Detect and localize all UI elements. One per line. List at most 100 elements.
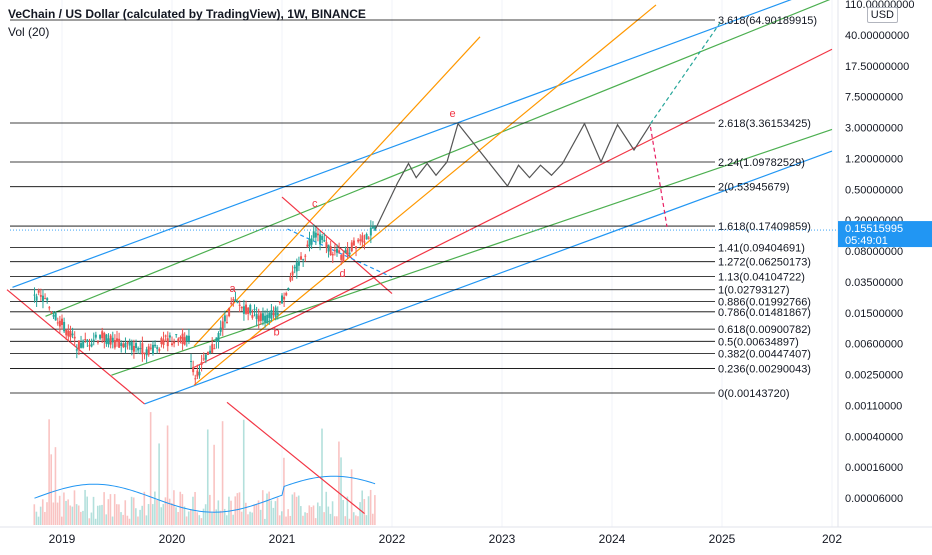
fib-level-label: 2.24(1.09782529)	[718, 157, 805, 169]
projection-down-arrow	[649, 126, 668, 227]
price-tick-label: 0.00250000	[845, 370, 903, 382]
volume-bar	[308, 505, 311, 525]
price-axis[interactable]: 110.00000000 40.00000000 17.50000000 7.5000…	[837, 0, 932, 527]
candle-body	[187, 335, 190, 341]
volume-bar	[166, 425, 169, 525]
candle-body	[323, 239, 326, 242]
volume-indicator-label[interactable]: Vol (20)	[8, 25, 50, 39]
candle-body	[196, 370, 199, 377]
candle-body	[302, 259, 305, 261]
volume-bar	[175, 507, 177, 525]
candle-body	[46, 298, 49, 301]
time-axis-bg	[0, 527, 932, 550]
candle-body	[357, 239, 360, 242]
volume-bar	[109, 494, 112, 525]
volume-bar	[96, 505, 99, 525]
time-axis[interactable]: 2019 2020 2021 2022 2023 2024 2025 202	[0, 526, 932, 550]
volume-bar	[338, 441, 340, 525]
candle-body	[238, 304, 241, 306]
fib-level-label: 1.618(0.17409859)	[718, 221, 811, 233]
volume-bar	[352, 512, 355, 525]
volume-bar	[361, 490, 363, 525]
time-tick-label: 2020	[159, 532, 186, 546]
volume-bar	[192, 496, 194, 525]
candle-body	[272, 313, 275, 316]
candle-body	[342, 253, 345, 262]
candle-body	[111, 337, 114, 343]
candle-body	[226, 321, 228, 323]
bar-countdown: 05:49:01	[845, 235, 888, 247]
volume-bar	[274, 501, 277, 525]
channel-red-line	[193, 48, 833, 368]
candle-body	[190, 360, 193, 362]
volume-bar	[217, 500, 220, 525]
candle-body	[73, 336, 76, 339]
volume-bar	[359, 502, 361, 525]
candle-body	[164, 335, 167, 337]
candle-body	[50, 312, 53, 314]
volume-bar	[245, 502, 247, 525]
candle-body	[183, 337, 186, 345]
price-axis-bg	[838, 0, 932, 527]
candle-body	[325, 242, 328, 248]
volume-bar	[306, 512, 308, 525]
candle-body	[158, 349, 161, 351]
volume-bar	[289, 515, 292, 525]
candle-body	[171, 343, 173, 346]
volume-bar	[103, 492, 105, 525]
volume-bar	[94, 518, 97, 525]
candle-body	[245, 304, 248, 314]
volume-bar	[154, 491, 156, 525]
volume-bar	[319, 506, 321, 525]
volume-bar	[82, 510, 84, 525]
price-tick-label: 1.20000000	[845, 153, 903, 165]
time-tick-label: 2022	[379, 532, 406, 546]
volume-bar	[160, 507, 163, 525]
candle-body	[211, 344, 214, 353]
volume-bar	[369, 489, 372, 525]
volume-bar	[130, 496, 133, 525]
volume-bar	[215, 509, 218, 525]
volume-bar	[86, 496, 88, 525]
volume-bar	[44, 511, 46, 525]
volume-ma-line	[34, 475, 376, 513]
candle-body	[33, 294, 36, 296]
candle-body	[291, 271, 294, 276]
volume-bar	[107, 499, 110, 525]
candle-body	[240, 306, 243, 309]
currency-badge[interactable]: USD	[866, 7, 898, 23]
candle-body	[124, 343, 127, 348]
candle-body	[109, 335, 112, 345]
volume-bar	[158, 443, 160, 525]
fib-level-label: 0.786(0.01481867)	[718, 307, 811, 319]
price-tick-label: 0.01500000	[845, 308, 903, 320]
volume-bar	[137, 516, 139, 525]
candle-body	[137, 347, 140, 351]
volume-bar	[251, 512, 253, 525]
volume-bar	[151, 504, 154, 525]
volume-bar	[336, 516, 338, 525]
volume-bar	[52, 502, 55, 525]
candle-body	[105, 334, 108, 344]
volume-bar	[48, 419, 50, 525]
volume-bar	[54, 447, 57, 525]
candle-body	[289, 276, 292, 281]
volume-bar	[124, 500, 127, 525]
time-tick-label: 2025	[709, 532, 736, 546]
candle-body	[293, 266, 296, 269]
candle-body	[348, 252, 351, 255]
volume-bar	[240, 511, 243, 525]
candle-body	[232, 299, 235, 301]
candle-body	[264, 315, 267, 323]
volume-bar	[253, 504, 256, 525]
volume-bar	[181, 494, 184, 525]
candle-body	[204, 354, 207, 360]
candle-body	[369, 227, 372, 236]
candle-body	[90, 343, 93, 347]
candle-body	[350, 242, 353, 252]
candle-body	[365, 234, 368, 240]
volume-bar	[255, 504, 258, 525]
candle-body	[80, 343, 83, 348]
